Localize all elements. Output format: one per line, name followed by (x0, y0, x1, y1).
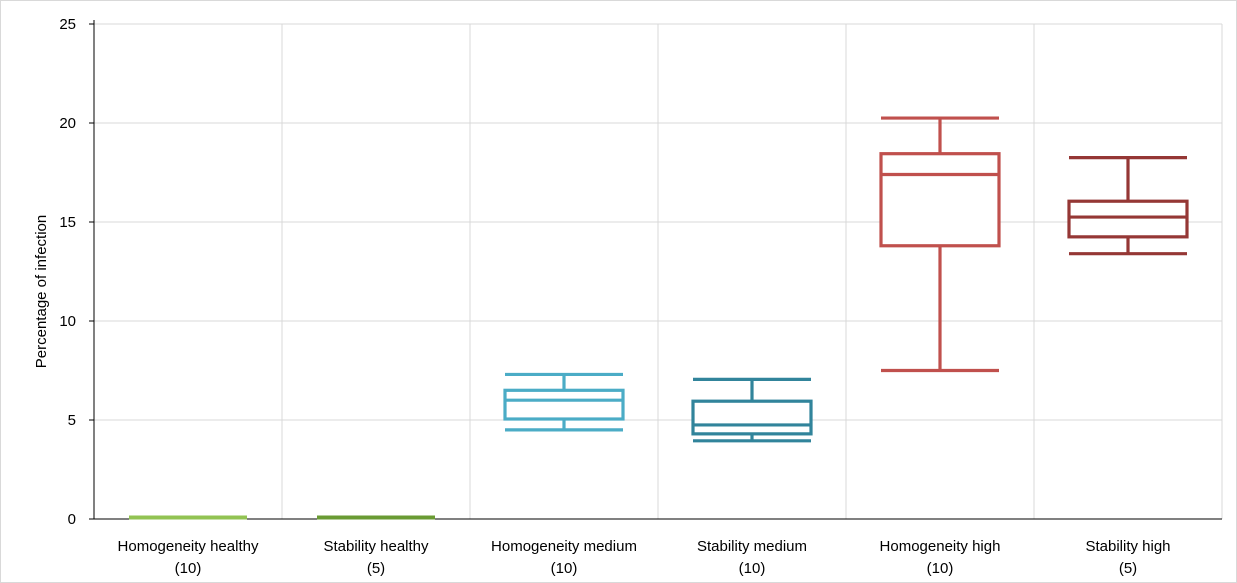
iqr-box (691, 399, 813, 436)
x-category-label: Stability medium (697, 538, 807, 555)
x-category-label: Stability high (1085, 538, 1170, 555)
x-category-label: Homogeneity medium (491, 538, 637, 555)
x-category-count: (10) (739, 560, 766, 577)
y-tick-label: 15 (59, 214, 76, 231)
axes (89, 20, 1222, 520)
y-tick-label: 0 (68, 511, 76, 528)
x-category-count: (10) (551, 560, 578, 577)
x-category-label: Homogeneity high (880, 538, 1001, 555)
gridlines (94, 23, 1223, 519)
y-tick-label: 5 (68, 412, 76, 429)
y-axis-title: Percentage of infection (33, 215, 50, 368)
y-tick-label: 10 (59, 313, 76, 330)
y-tick-label: 25 (59, 16, 76, 33)
iqr-box (879, 152, 1001, 248)
y-tick-labels: 0 5 10 15 20 25 (59, 16, 76, 528)
x-category-label: Homogeneity healthy (118, 538, 259, 555)
x-category-label: Stability healthy (323, 538, 429, 555)
x-category-count: (5) (1119, 560, 1137, 577)
x-category-labels: Homogeneity healthy (10) Stability healthy… (118, 538, 1171, 577)
box-6 (1067, 156, 1189, 256)
x-category-count: (10) (175, 560, 202, 577)
box-5 (879, 116, 1001, 373)
x-category-count: (10) (927, 560, 954, 577)
box-4 (691, 377, 813, 443)
iqr-box (1067, 199, 1189, 239)
y-tick-label: 20 (59, 115, 76, 132)
iqr-box (503, 388, 625, 421)
box-series (129, 116, 1189, 520)
box-3 (503, 372, 625, 432)
x-category-count: (5) (367, 560, 385, 577)
